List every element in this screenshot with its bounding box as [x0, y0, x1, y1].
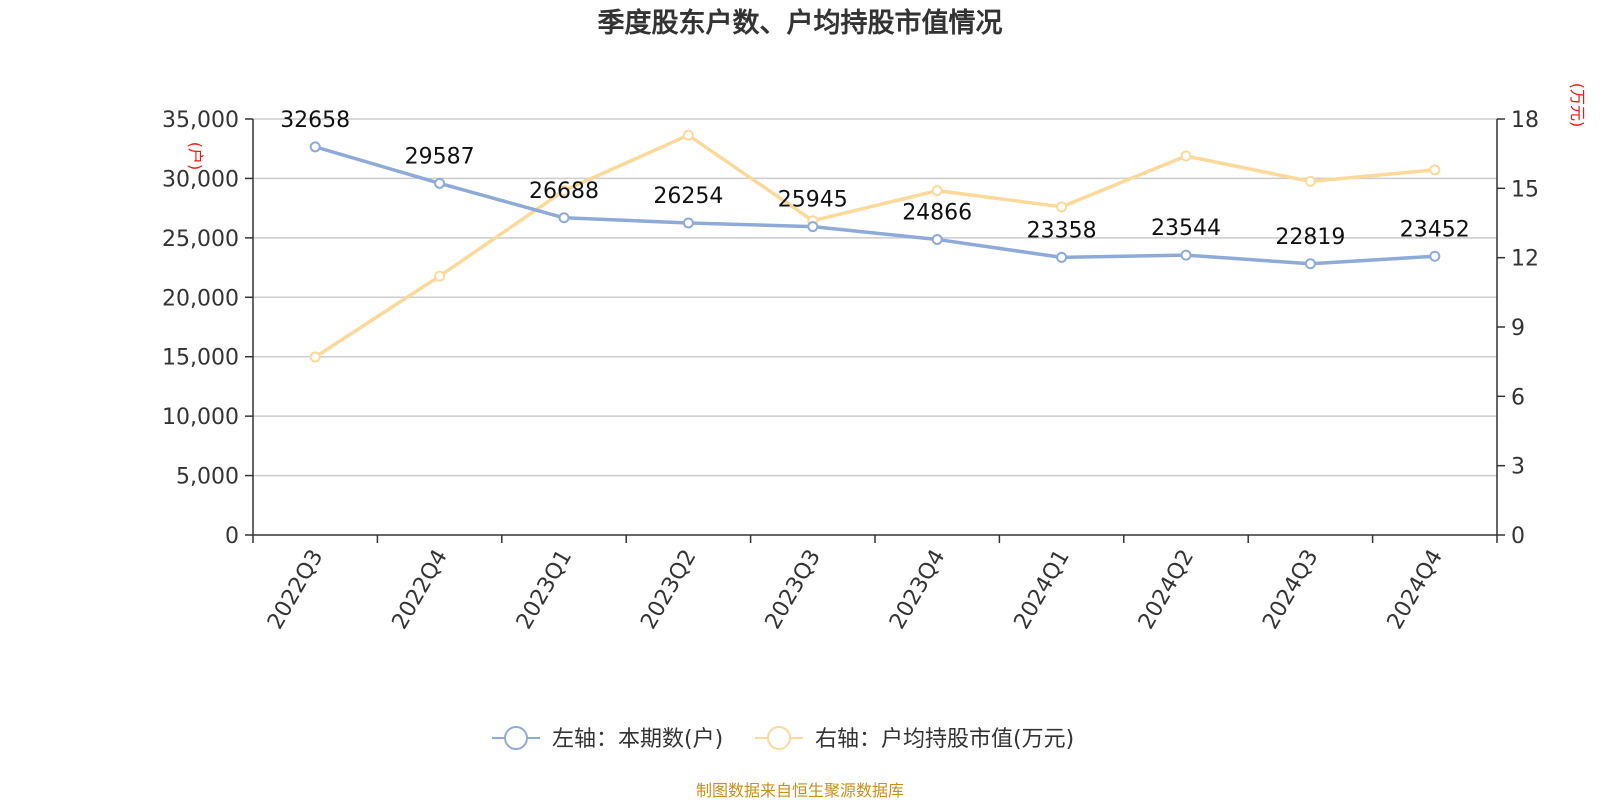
data-point-right[interactable]	[931, 185, 943, 197]
right-axis-tick-label: 15	[1511, 177, 1539, 202]
x-axis-tick-label: 2023Q3	[761, 546, 826, 634]
data-point-left[interactable]	[309, 141, 321, 153]
data-point-left[interactable]	[1304, 258, 1316, 270]
x-axis-tick-label: 2022Q3	[263, 546, 328, 634]
data-point-right[interactable]	[309, 351, 321, 363]
left-axis-tick-label: 30,000	[162, 167, 239, 192]
data-label: 26688	[529, 179, 599, 204]
data-label: 23544	[1151, 216, 1221, 241]
data-labels: 32658 29587 26688 26254 25945 24866 23358 23544…	[280, 108, 1470, 250]
data-point-left[interactable]	[558, 212, 570, 224]
left-axis-tick-label: 0	[225, 524, 239, 549]
data-point-right[interactable]	[1056, 201, 1068, 213]
data-label: 22819	[1275, 225, 1345, 250]
legend-label-right: 右轴：户均持股市值(万元)	[815, 727, 1074, 752]
data-point-left[interactable]	[1429, 250, 1441, 262]
data-point-left[interactable]	[1056, 251, 1068, 263]
x-axis-tick-label: 2022Q4	[387, 546, 452, 634]
legend-label-left: 左轴：本期数(户)	[552, 727, 723, 752]
data-point-left[interactable]	[807, 221, 819, 233]
left-axis-tick-label: 15,000	[162, 346, 239, 371]
left-axis-tick-label: 25,000	[162, 227, 239, 252]
data-point-left[interactable]	[682, 217, 694, 229]
data-label: 23452	[1400, 217, 1470, 242]
right-axis-tick-label: 3	[1511, 455, 1525, 480]
axes: 0 5,000 10,000 15,000 20,000 25,000 30,000 35,0…	[162, 108, 1539, 634]
gridlines	[253, 118, 1497, 477]
legend: 左轴：本期数(户) 右轴：户均持股市值(万元)	[492, 726, 1074, 752]
data-point-right[interactable]	[434, 270, 446, 282]
right-axis-tick-label: 6	[1511, 385, 1525, 410]
left-axis-tick-label: 35,000	[162, 108, 239, 133]
left-axis-tick-label: 5,000	[176, 465, 239, 490]
source-note: 制图数据来自恒生聚源数据库	[696, 781, 904, 800]
data-point-right[interactable]	[1429, 164, 1441, 176]
right-axis-tick-label: 18	[1511, 108, 1539, 133]
data-label: 23358	[1027, 218, 1097, 243]
left-axis-tick-label: 20,000	[162, 286, 239, 311]
series-line-left	[314, 145, 1435, 266]
right-axis-tick-label: 0	[1511, 524, 1525, 549]
data-label: 32658	[280, 108, 350, 133]
left-axis-tick-label: 10,000	[162, 405, 239, 430]
data-label: 25945	[778, 188, 848, 213]
x-axis-tick-label: 2023Q4	[885, 546, 950, 634]
data-label: 24866	[902, 200, 972, 225]
data-label: 26254	[653, 184, 723, 209]
left-axis-unit: (户)	[186, 142, 205, 171]
x-axis-tick-label: 2024Q4	[1383, 546, 1448, 634]
x-axis-tick-label: 2024Q2	[1134, 546, 1199, 634]
right-axis-tick-label: 9	[1511, 316, 1525, 341]
legend-marker-right	[767, 726, 791, 750]
data-label: 29587	[405, 144, 475, 169]
series	[309, 129, 1441, 363]
right-axis-tick-label: 12	[1511, 247, 1539, 272]
data-point-right[interactable]	[558, 185, 570, 197]
right-axis-unit: (万元)	[1568, 83, 1587, 128]
legend-item-right-series[interactable]: 右轴：户均持股市值(万元)	[755, 726, 1074, 752]
data-point-right[interactable]	[1180, 150, 1192, 162]
series-line-right	[314, 133, 1435, 359]
legend-marker-left	[504, 726, 528, 750]
legend-item-left-series[interactable]: 左轴：本期数(户)	[492, 726, 723, 752]
data-point-right[interactable]	[682, 129, 694, 141]
x-axis-tick-label: 2023Q2	[636, 546, 701, 634]
data-point-left[interactable]	[1180, 249, 1192, 261]
x-axis-tick-label: 2024Q1	[1009, 546, 1074, 634]
x-axis-tick-label: 2023Q1	[512, 546, 577, 634]
data-point-left[interactable]	[931, 233, 943, 245]
data-point-right[interactable]	[1304, 175, 1316, 187]
chart-title: 季度股东户数、户均持股市值情况	[598, 7, 1003, 39]
x-axis-tick-label: 2024Q3	[1258, 546, 1323, 634]
data-point-left[interactable]	[434, 177, 446, 189]
